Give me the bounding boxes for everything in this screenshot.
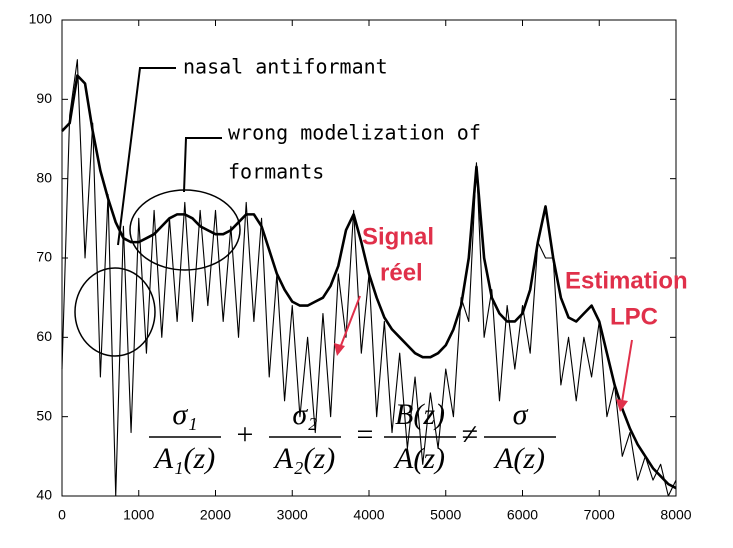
highlight-ellipse [74, 267, 156, 357]
x-tick-label: 4000 [353, 507, 384, 523]
series-line [61, 74, 677, 490]
annotation: Estimation [565, 267, 688, 294]
y-tick-label: 50 [36, 407, 52, 423]
annotation: wrong modelization of [228, 121, 481, 145]
x-tick-label: 3000 [277, 507, 308, 523]
formula-operator: ≠ [462, 418, 478, 451]
y-tick-label: 100 [29, 11, 53, 27]
formula-numerator: B(z) [395, 398, 445, 431]
annotation: LPC [610, 303, 658, 330]
x-tick-label: 6000 [507, 507, 538, 523]
x-tick-label: 1000 [123, 507, 154, 523]
arrow [621, 339, 633, 403]
y-tick-label: 80 [36, 169, 52, 185]
formula-numerator: σ₁ [172, 398, 197, 431]
plot-area [61, 19, 677, 497]
y-tick-label: 60 [36, 328, 52, 344]
x-tick-label: 7000 [584, 507, 615, 523]
formula-denominator: A(z) [493, 442, 545, 475]
x-tick-label: 5000 [430, 507, 461, 523]
y-tick-label: 70 [36, 249, 52, 265]
formula: σ₁ A₁(z) σ₂ A₂(z) B(z) A(z) σ A(z) + = ≠ [149, 398, 556, 475]
x-tick-label: 2000 [200, 507, 231, 523]
callout-line [117, 67, 176, 246]
annotation: réel [380, 259, 423, 286]
y-tick-label: 40 [36, 487, 52, 503]
arrow-head [616, 399, 628, 412]
formula-denominator: A₂(z) [273, 442, 335, 475]
annotation: nasal antiformant [183, 55, 388, 79]
formula-numerator: σ [513, 398, 529, 431]
callout-line [183, 137, 222, 193]
arrow-head [334, 343, 345, 356]
arrow [339, 295, 361, 349]
annotation: formants [228, 160, 324, 184]
formula-operator: = [357, 418, 374, 451]
annotation: Signal [362, 223, 434, 250]
y-tick-label: 90 [36, 90, 52, 106]
formula-denominator: A₁(z) [153, 442, 215, 475]
formula-numerator: σ₂ [292, 398, 317, 431]
x-tick-label: 0 [58, 507, 66, 523]
x-tick-label: 8000 [660, 507, 691, 523]
formula-denominator: A(z) [393, 442, 445, 475]
formula-operator: + [237, 418, 254, 451]
